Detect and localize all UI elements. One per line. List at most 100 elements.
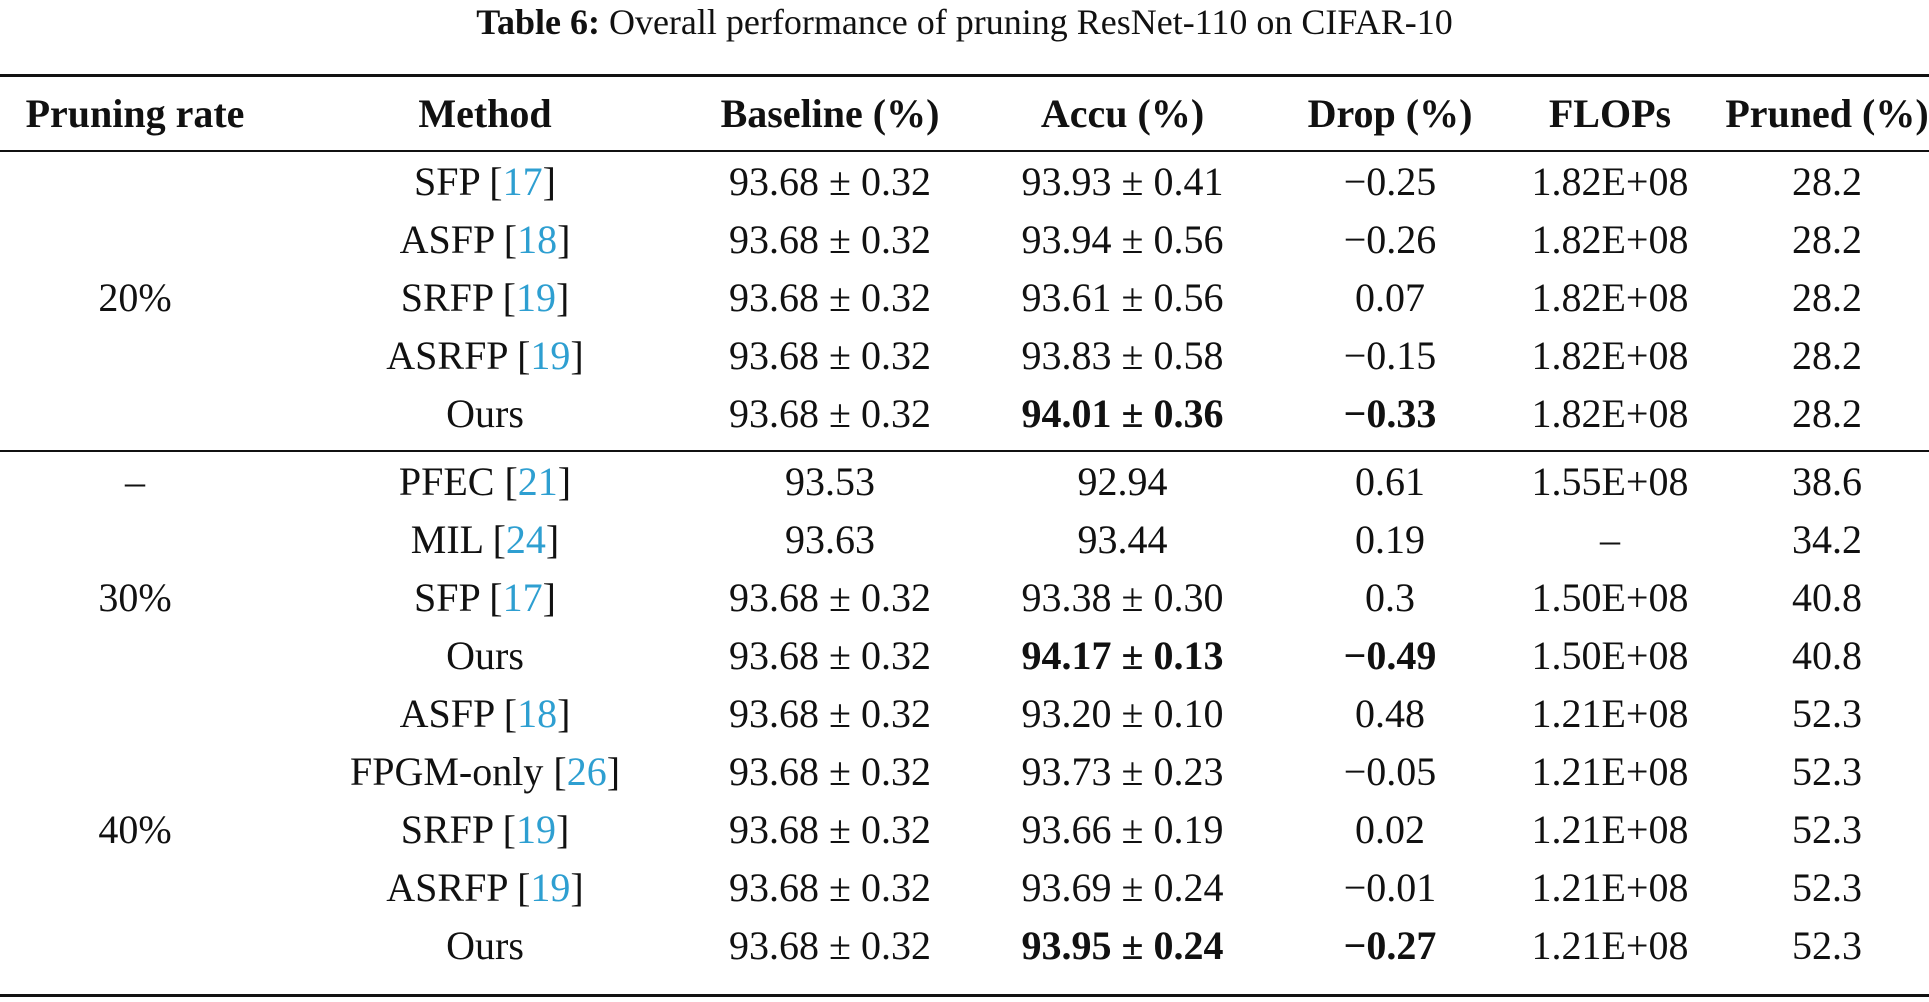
header-row: Pruning rate Method Baseline (%) Accu (%…	[0, 77, 1929, 150]
header-flops: FLOPs	[1548, 91, 1672, 136]
citation-link[interactable]: 19	[515, 274, 556, 320]
top-rule	[0, 74, 1929, 77]
table-row: ASFP [18] 93.68 ± 0.32 93.20 ± 0.10 0.48 1.2…	[0, 684, 1929, 742]
citation-link[interactable]: 17	[502, 574, 543, 620]
method-cell: SFP [17]	[414, 574, 556, 620]
flops-cell: 1.82E+08	[1531, 332, 1689, 378]
method-name: Ours	[446, 922, 524, 968]
method-name: ASFP	[399, 690, 494, 736]
method-cell: SFP [17]	[414, 158, 556, 204]
baseline-cell: 93.68 ± 0.32	[729, 574, 931, 620]
flops-cell: 1.82E+08	[1531, 390, 1689, 436]
pruned-cell: 28.2	[1792, 274, 1862, 320]
drop-cell: −0.27	[1343, 922, 1437, 968]
drop-cell: −0.05	[1343, 748, 1437, 794]
drop-cell: 0.02	[1355, 806, 1425, 852]
flops-cell: 1.21E+08	[1531, 690, 1689, 736]
accuracy-cell: 93.83 ± 0.58	[1021, 332, 1224, 378]
pruned-cell: 38.6	[1792, 458, 1862, 504]
method-cell: Ours	[270, 916, 700, 974]
baseline-cell: 93.68 ± 0.32	[729, 274, 931, 320]
drop-cell: −0.01	[1343, 864, 1437, 910]
flops-cell: 1.50E+08	[1531, 574, 1689, 620]
citation-link[interactable]: 21	[517, 458, 558, 504]
flops-cell: 1.21E+08	[1531, 922, 1689, 968]
group-divider-rule	[0, 450, 1929, 452]
accuracy-cell: 93.93 ± 0.41	[1021, 158, 1224, 204]
bottom-rule	[0, 994, 1929, 997]
citation-link[interactable]: 18	[517, 690, 558, 736]
accuracy-cell: 93.73 ± 0.23	[1021, 748, 1224, 794]
citation-link[interactable]: 19	[530, 332, 571, 378]
citation-link[interactable]: 19	[515, 806, 556, 852]
method-cell: PFEC [21]	[398, 458, 572, 504]
header-method: Method	[418, 91, 552, 136]
table-row: ASRFP [19] 93.68 ± 0.32 93.83 ± 0.58 −0.15 1…	[0, 326, 1929, 384]
method-name: FPGM-only	[349, 748, 544, 794]
flops-cell: –	[1600, 516, 1620, 562]
accuracy-cell: 93.69 ± 0.24	[1021, 864, 1224, 910]
method-cell: FPGM-only [26]	[349, 748, 621, 794]
pruned-cell: 28.2	[1792, 158, 1862, 204]
flops-cell: 1.82E+08	[1531, 274, 1689, 320]
method-cell: MIL [24]	[410, 516, 560, 562]
table-header: Pruning rate Method Baseline (%) Accu (%…	[0, 77, 1929, 150]
accuracy-cell: 93.20 ± 0.10	[1021, 690, 1224, 736]
drop-cell: −0.33	[1343, 390, 1437, 436]
citation-link[interactable]: 18	[517, 216, 558, 262]
baseline-cell: 93.68 ± 0.32	[729, 332, 931, 378]
table-caption: Table 6: Overall performance of pruning …	[0, 2, 1929, 42]
citation-link[interactable]: 24	[505, 516, 546, 562]
pruned-cell: 52.3	[1792, 806, 1862, 852]
flops-cell: 1.82E+08	[1531, 158, 1689, 204]
baseline-cell: 93.68 ± 0.32	[729, 390, 931, 436]
method-cell: Ours	[270, 384, 700, 442]
drop-cell: −0.15	[1343, 332, 1437, 378]
pruned-cell: 52.3	[1792, 864, 1862, 910]
baseline-cell: 93.53	[785, 458, 875, 504]
flops-cell: 1.82E+08	[1531, 216, 1689, 262]
method-cell: ASFP [18]	[399, 690, 571, 736]
drop-cell: 0.07	[1355, 274, 1425, 320]
method-cell: ASFP [18]	[399, 216, 571, 262]
baseline-cell: 93.68 ± 0.32	[729, 632, 931, 678]
accuracy-cell: 93.38 ± 0.30	[1021, 574, 1224, 620]
citation-link[interactable]: 26	[566, 748, 607, 794]
header-pruning-rate: Pruning rate	[25, 91, 245, 136]
drop-cell: 0.48	[1355, 690, 1425, 736]
pruned-cell: 40.8	[1792, 574, 1862, 620]
accuracy-cell: 94.17 ± 0.13	[1021, 632, 1224, 678]
pruned-cell: 40.8	[1792, 632, 1862, 678]
method-cell: ASRFP [19]	[386, 332, 584, 378]
citation-link[interactable]: 17	[502, 158, 543, 204]
table-row: 40% FPGM-only [26] 93.68 ± 0.32 93.73 ± 0.2…	[0, 742, 1929, 852]
accuracy-cell: 93.44	[1077, 516, 1168, 562]
accuracy-cell: 93.66 ± 0.19	[1021, 806, 1224, 852]
method-name: Ours	[446, 390, 524, 436]
flops-cell: 1.55E+08	[1531, 458, 1689, 504]
flops-cell: 1.50E+08	[1531, 632, 1689, 678]
method-name: ASRFP	[386, 332, 508, 378]
pruned-cell: 28.2	[1792, 332, 1862, 378]
pruned-cell: 28.2	[1792, 216, 1862, 262]
drop-cell: 0.3	[1365, 574, 1415, 620]
header-accuracy: Accu (%)	[1040, 91, 1205, 136]
header-pruned: Pruned (%)	[1725, 91, 1929, 136]
method-name: Ours	[446, 632, 524, 678]
flops-cell: 1.21E+08	[1531, 864, 1689, 910]
table-row: Ours 93.68 ± 0.32 94.17 ± 0.13 −0.49 1.50E+0…	[0, 626, 1929, 684]
method-name: SFP	[414, 158, 480, 204]
method-name: SFP	[414, 574, 480, 620]
table-row: ASRFP [19] 93.68 ± 0.32 93.69 ± 0.24 −0.01 1…	[0, 858, 1929, 916]
table-row: SRFP [19] 93.68 ± 0.32 93.61 ± 0.56 0.07 1.8…	[0, 268, 1929, 326]
accuracy-cell: 92.94	[1077, 458, 1168, 504]
accuracy-cell: 94.01 ± 0.36	[1021, 390, 1224, 436]
drop-cell: 0.61	[1355, 458, 1425, 504]
pruned-cell: 34.2	[1792, 516, 1862, 562]
flops-cell: 1.21E+08	[1531, 806, 1689, 852]
pruning-rate-cell: 30%	[98, 574, 172, 620]
baseline-cell: 93.68 ± 0.32	[729, 216, 931, 262]
citation-link[interactable]: 19	[530, 864, 571, 910]
method-name: ASRFP	[386, 864, 508, 910]
pruned-cell: 52.3	[1792, 690, 1862, 736]
